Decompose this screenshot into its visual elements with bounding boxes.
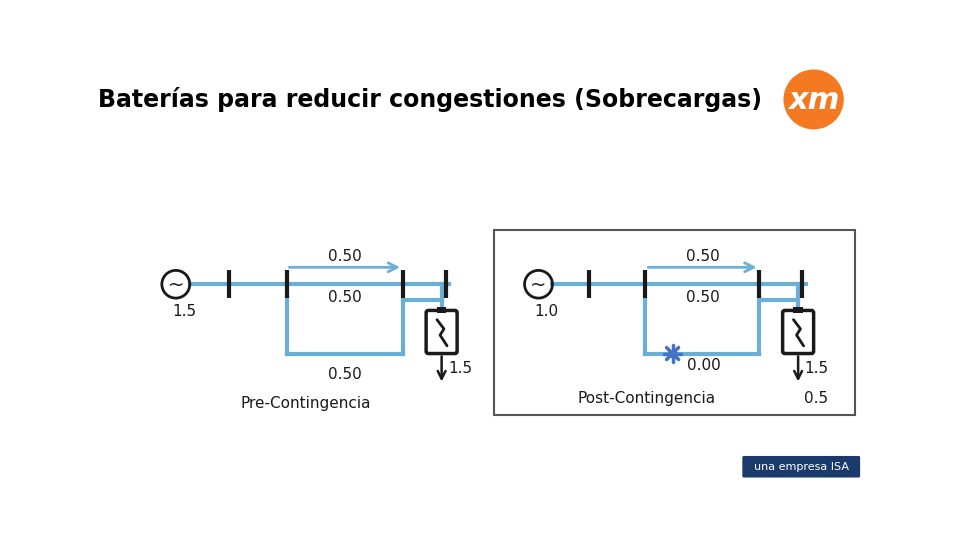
Text: una empresa ISA: una empresa ISA (754, 462, 849, 472)
FancyBboxPatch shape (426, 310, 457, 354)
Text: Baterías para reducir congestiones (Sobrecargas): Baterías para reducir congestiones (Sobr… (98, 87, 762, 112)
Text: 0.00: 0.00 (686, 358, 720, 373)
Text: 0.50: 0.50 (328, 249, 362, 264)
Text: 1.5: 1.5 (447, 361, 472, 376)
Text: Post-Contingencia: Post-Contingencia (578, 391, 716, 406)
FancyBboxPatch shape (782, 310, 814, 354)
Text: 1.0: 1.0 (535, 303, 559, 319)
Circle shape (784, 70, 843, 129)
FancyBboxPatch shape (742, 456, 860, 477)
Text: 0.5: 0.5 (804, 390, 828, 406)
Text: ~: ~ (168, 275, 184, 294)
Bar (437, 307, 446, 313)
Text: ~: ~ (530, 275, 546, 294)
Text: 0.50: 0.50 (685, 249, 719, 264)
Text: 0.50: 0.50 (328, 291, 362, 306)
Text: 1.5: 1.5 (172, 303, 196, 319)
Text: 1.5: 1.5 (804, 361, 828, 376)
Text: xm: xm (788, 86, 839, 116)
Text: 0.50: 0.50 (328, 367, 362, 382)
Text: Pre-Contingencia: Pre-Contingencia (241, 396, 372, 411)
Bar (494, 231, 854, 415)
Text: 0.50: 0.50 (685, 291, 719, 306)
Bar (794, 307, 803, 313)
